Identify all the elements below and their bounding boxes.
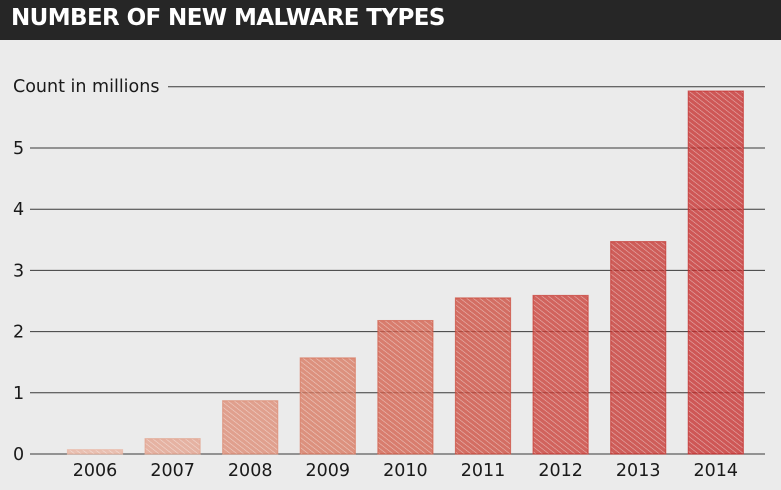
bar-2010 <box>377 319 434 455</box>
chart-title: NUMBER OF NEW MALWARE TYPES <box>11 5 445 31</box>
y-tick-label-4: 4 <box>13 200 24 220</box>
y-axis-label: Count in millions <box>13 77 159 97</box>
bar-2009 <box>299 357 356 455</box>
y-tick-label-0: 0 <box>13 445 24 465</box>
bar-2013 <box>610 241 667 455</box>
y-tick-label-1: 1 <box>13 384 24 404</box>
x-tick-label-2009: 2009 <box>306 461 351 481</box>
x-tick-label-2008: 2008 <box>228 461 273 481</box>
y-tick-label-5: 5 <box>13 139 24 159</box>
y-tick-label-3: 3 <box>13 261 24 281</box>
x-tick-label-2011: 2011 <box>461 461 506 481</box>
bar-2011 <box>454 297 512 455</box>
bar-2007 <box>144 438 201 455</box>
bar-2014 <box>687 90 744 455</box>
x-tick-label-2006: 2006 <box>73 461 118 481</box>
y-tick-labels: 0 1 2 3 4 5 <box>13 139 24 465</box>
bars <box>66 90 744 455</box>
bar-2006 <box>66 449 124 455</box>
bar-2008 <box>222 400 279 455</box>
title-bar: NUMBER OF NEW MALWARE TYPES <box>0 0 781 40</box>
x-tick-label-2013: 2013 <box>616 461 661 481</box>
x-tick-label-2007: 2007 <box>150 461 195 481</box>
x-tick-label-2012: 2012 <box>538 461 583 481</box>
bar-2012 <box>532 294 589 455</box>
x-tick-labels: 2006 2007 2008 2009 2010 2011 2012 2013 2014 <box>73 461 738 481</box>
x-tick-label-2014: 2014 <box>694 461 739 481</box>
x-tick-label-2010: 2010 <box>383 461 428 481</box>
y-tick-label-2: 2 <box>13 323 24 343</box>
